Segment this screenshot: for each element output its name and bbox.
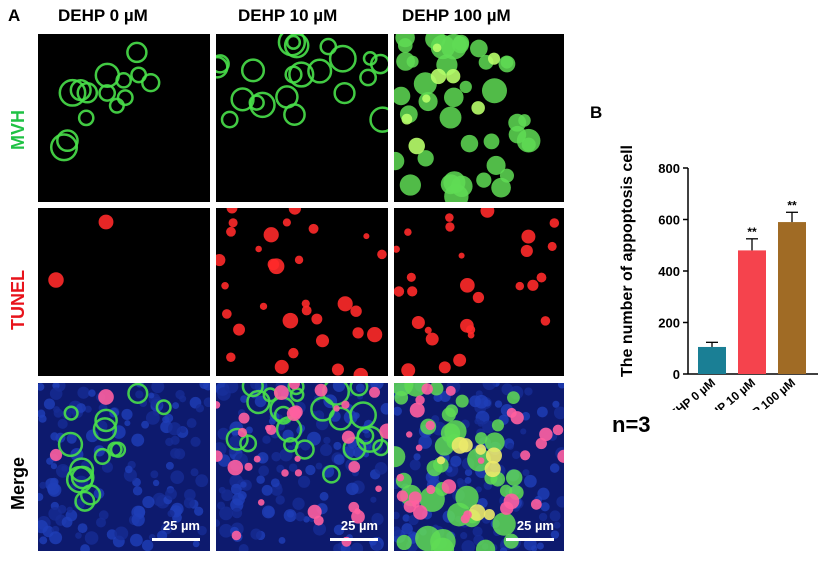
micrograph-merge-dehp-10: 25 µm (216, 383, 388, 551)
micrograph-tunel-dehp-0 (38, 208, 210, 376)
y-tick-label-600: 600 (658, 213, 680, 228)
bar-2 (778, 222, 806, 374)
bar-0 (698, 346, 726, 374)
micrograph-merge-dehp-0: 25 µm (38, 383, 210, 551)
panel-b-letter: B (590, 103, 603, 122)
micrograph-merge-dehp-100: 25 µm (394, 383, 564, 551)
micrograph-mvh-dehp-10 (216, 34, 388, 202)
row-label-tunel: TUNEL (8, 270, 28, 330)
scale-bar (506, 538, 554, 541)
y-tick-label-400: 400 (658, 264, 680, 279)
apoptosis-bar-chart: 0 200 400 600 800 The number of appoptosis ce… (619, 145, 818, 410)
bar-1 (738, 250, 766, 374)
significance-2: ** (787, 198, 797, 212)
category-label-0: DEHP 0 µM (660, 376, 718, 410)
sample-size-label: n=3 (612, 412, 651, 437)
scale-bar (330, 538, 378, 541)
scale-bar-label: 25 µm (162, 518, 200, 533)
scale-bar (152, 538, 200, 541)
column-header-dehp-10: DEHP 10 µM (238, 6, 338, 25)
micrograph-tunel-dehp-100 (394, 208, 564, 376)
y-tick-label-0: 0 (673, 367, 680, 382)
column-header-dehp-100: DEHP 100 µM (402, 6, 511, 25)
micrograph-tunel-dehp-10 (216, 208, 388, 376)
y-axis-label: The number of appoptosis cell (619, 145, 636, 377)
y-tick-label-200: 200 (658, 316, 680, 331)
significance-1: ** (747, 225, 757, 239)
column-header-dehp-0: DEHP 0 µM (58, 6, 148, 25)
row-label-merge: Merge (8, 456, 28, 510)
panel-a-letter: A (8, 6, 21, 25)
scale-bar-label: 25 µm (340, 518, 378, 533)
micrograph-mvh-dehp-100 (394, 34, 564, 202)
micrograph-mvh-dehp-0 (38, 34, 210, 202)
y-tick-label-800: 800 (658, 161, 680, 176)
row-label-mvh: MVH (8, 110, 28, 150)
scale-bar-label: 25 µm (516, 518, 554, 533)
